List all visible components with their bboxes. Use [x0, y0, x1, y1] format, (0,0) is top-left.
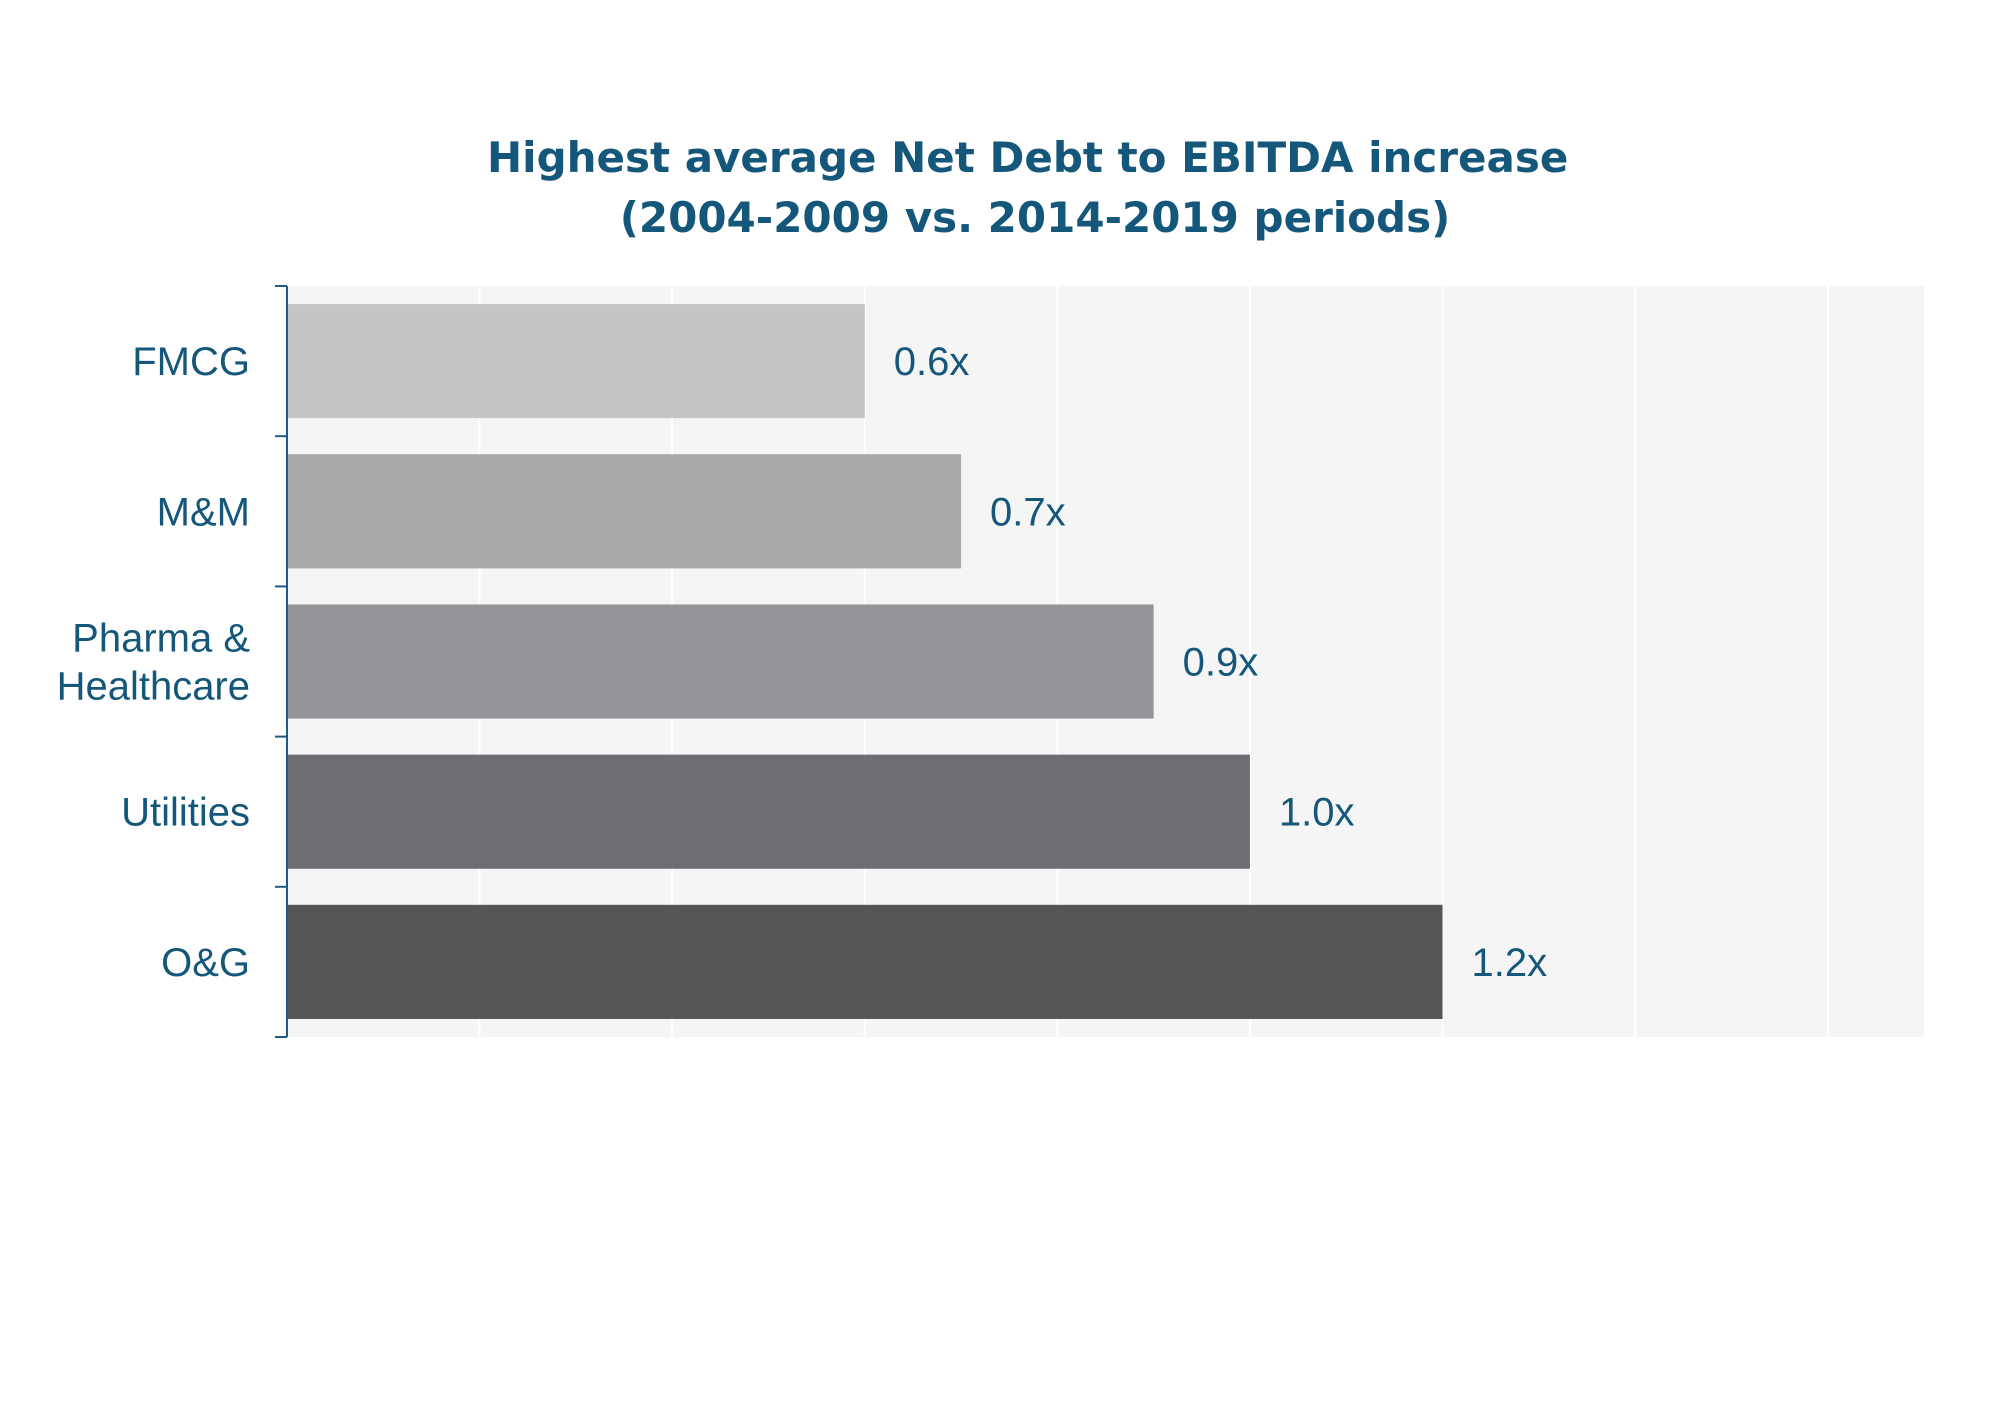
- category-label: O&G: [161, 941, 250, 985]
- category-label: M&M: [157, 490, 250, 534]
- category-label-line: Pharma &: [72, 617, 250, 661]
- chart-title: Highest average Net Debt to EBITDA incre…: [487, 133, 1583, 242]
- category-label-line: Healthcare: [57, 665, 250, 709]
- category-label-line: O&G: [161, 941, 250, 985]
- data-label: 0.7x: [990, 490, 1066, 534]
- data-label: 1.2x: [1472, 941, 1548, 985]
- category-label-line: M&M: [157, 490, 250, 534]
- category-label: FMCG: [132, 340, 250, 384]
- category-labels: FMCG M&M Pharma & Healthcare Utilities O&G: [57, 340, 251, 985]
- category-label: Pharma & Healthcare: [57, 617, 251, 709]
- chart-title-line-1: Highest average Net Debt to EBITDA incre…: [487, 133, 1568, 182]
- y-axis: [275, 285, 288, 1038]
- bar: [288, 454, 962, 569]
- bar: [288, 604, 1154, 719]
- category-label-line: Utilities: [121, 791, 250, 835]
- bar: [288, 754, 1250, 869]
- data-label: 0.6x: [894, 340, 970, 384]
- data-label: 0.9x: [1183, 641, 1259, 685]
- data-labels: 0.6x 0.7x 0.9x 1.0x 1.2x: [894, 340, 1547, 985]
- category-label: Utilities: [121, 791, 250, 835]
- bar: [288, 904, 1443, 1019]
- chart-title-line-2: (2004-2009 vs. 2014-2019 periods): [620, 193, 1451, 242]
- bar: [288, 304, 865, 419]
- category-label-line: FMCG: [132, 340, 250, 384]
- data-label: 1.0x: [1279, 791, 1355, 835]
- bars: [288, 304, 1443, 1019]
